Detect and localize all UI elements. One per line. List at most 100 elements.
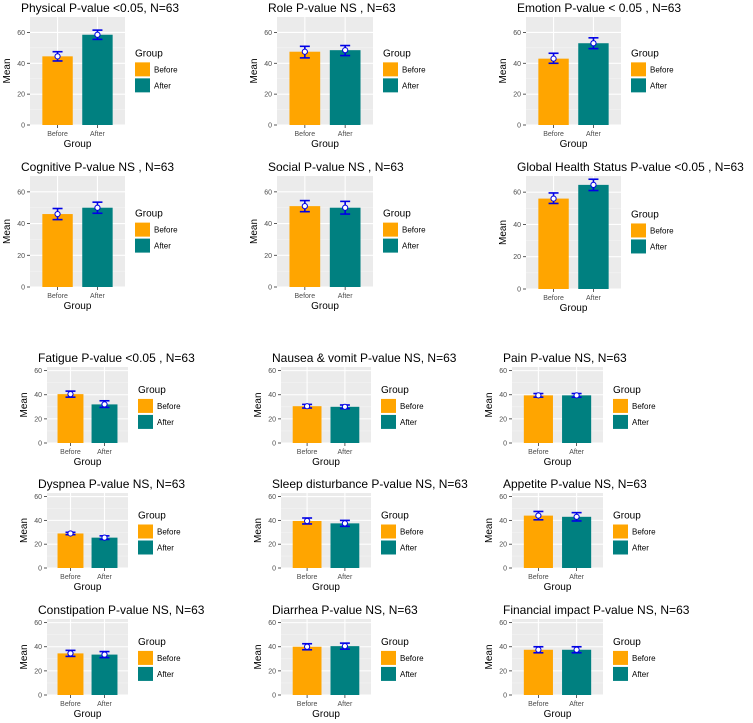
y-tick-label: 60	[264, 30, 272, 37]
mean-point	[301, 203, 308, 210]
y-axis-title: Mean	[19, 392, 30, 417]
y-tick-label: 40	[513, 61, 521, 68]
legend-label-after: After	[632, 670, 649, 679]
mean-point	[341, 403, 349, 410]
mean-point	[304, 517, 311, 525]
chart-panel-1: 0 20 40 60 Before After Physical P-value <0.05…	[2, 1, 179, 150]
x-tick-label: After	[97, 449, 112, 456]
chart-panel-4: 0 20 40 60 Before After Cognitive P-value NS ,…	[2, 160, 178, 312]
legend-swatch-after	[135, 238, 150, 253]
y-tick-label: 0	[272, 693, 276, 700]
x-tick-label: After	[586, 295, 601, 302]
y-tick-label: 40	[34, 518, 42, 525]
legend-label-after: After	[400, 670, 417, 679]
chart-title: Financial impact P-value NS, N=63	[503, 603, 690, 617]
y-tick-label: 0	[503, 441, 507, 448]
bar-after	[562, 649, 592, 695]
y-tick-label: 60	[34, 494, 42, 501]
legend-label-after: After	[650, 81, 667, 90]
y-axis-title: Mean	[253, 518, 264, 543]
chart-panel-8: 0 20 40 60 Before After Nausea & vomit P-value…	[253, 351, 457, 468]
legend-label-before: Before	[632, 528, 656, 537]
legend-title: Group	[613, 385, 641, 396]
bar-after	[562, 516, 592, 568]
chart-panel-10: 0 20 40 60 Before After Dyspnea P-value NS, N=…	[19, 477, 185, 593]
x-axis-title: Group	[74, 709, 102, 720]
chart-panel-14: 0 20 40 60 Before After Diarrhea P-value NS, N…	[253, 603, 424, 720]
mean-point	[101, 534, 108, 541]
bar-before	[42, 56, 73, 125]
legend-title: Group	[135, 48, 163, 59]
x-axis-title: Group	[64, 139, 92, 150]
x-tick-label: Before	[295, 293, 316, 300]
y-axis-title: Mean	[19, 644, 30, 669]
chart-panel-15: 0 20 40 60 Before After Financial impact P-val…	[484, 603, 690, 720]
y-tick-label: 20	[268, 416, 276, 423]
x-axis-title: Group	[74, 457, 102, 468]
bar-before	[523, 395, 553, 443]
y-tick-label: 20	[17, 92, 25, 99]
y-tick-label: 0	[268, 285, 272, 292]
legend-label-before: Before	[402, 65, 426, 74]
chart-title: Role P-value NS , N=63	[268, 1, 396, 15]
x-axis-title: Group	[311, 139, 339, 150]
chart-panel-6: 0 20 40 60 Before After Global Health Status P…	[498, 160, 744, 314]
x-tick-label: Before	[297, 701, 318, 708]
legend-swatch-after	[631, 78, 646, 93]
y-tick-label: 40	[499, 644, 507, 651]
y-tick-label: 40	[513, 222, 521, 229]
y-tick-label: 20	[513, 92, 521, 99]
bar-after	[578, 184, 609, 289]
y-tick-label: 0	[38, 566, 42, 573]
x-axis-title: Group	[560, 139, 588, 150]
x-tick-label: Before	[60, 574, 81, 581]
x-tick-label: Before	[528, 701, 549, 708]
legend-swatch-before	[631, 223, 646, 238]
y-tick-label: 60	[268, 494, 276, 501]
chart-title: Physical P-value <0.05, N=63	[21, 1, 179, 15]
legend-label-after: After	[400, 544, 417, 553]
legend-swatch-before	[383, 62, 398, 77]
legend-label-before: Before	[632, 654, 656, 663]
y-tick-label: 20	[513, 254, 521, 261]
legend-swatch-after	[613, 414, 628, 429]
legend-title: Group	[138, 511, 166, 522]
y-axis-title: Mean	[2, 219, 13, 244]
y-tick-label: 20	[268, 542, 276, 549]
y-axis-title: Mean	[253, 644, 264, 669]
y-tick-label: 0	[268, 123, 272, 130]
mean-point	[67, 650, 74, 657]
chart-title: Emotion P-value < 0.05 , N=63	[517, 1, 681, 15]
legend-label-after: After	[632, 418, 649, 427]
legend-swatch-after	[138, 666, 153, 681]
y-tick-label: 60	[34, 620, 42, 627]
y-axis-title: Mean	[19, 518, 30, 543]
chart-panel-12: 0 20 40 60 Before After Appetite P-value NS, N…	[484, 477, 656, 593]
y-tick-label: 0	[38, 441, 42, 448]
chart-title: Diarrhea P-value NS, N=63	[272, 603, 418, 617]
bar-after	[330, 646, 360, 695]
chart-panel-5: 0 20 40 60 Before After Social P-value NS , N=…	[249, 160, 426, 312]
mean-point	[342, 204, 349, 211]
x-tick-label: Before	[47, 131, 68, 138]
legend-label-after: After	[402, 81, 419, 90]
legend-swatch-after	[381, 666, 396, 681]
mean-point	[341, 643, 349, 650]
bar-after	[329, 50, 361, 125]
y-tick-label: 40	[17, 61, 25, 68]
chart-title: Constipation P-value NS, N=63	[38, 603, 205, 617]
y-axis-title: Mean	[249, 58, 260, 83]
legend-swatch-after	[381, 540, 396, 555]
chart-panel-9: 0 20 40 60 Before After Pain P-value NS, N=63 G…	[484, 351, 656, 468]
x-tick-label: Before	[60, 701, 81, 708]
bar-before	[289, 51, 321, 125]
x-tick-label: Before	[543, 295, 564, 302]
legend-swatch-before	[631, 62, 646, 77]
x-axis-title: Group	[311, 301, 339, 312]
x-axis-title: Group	[544, 709, 572, 720]
x-tick-label: After	[97, 701, 112, 708]
legend-title: Group	[138, 637, 166, 648]
x-tick-label: After	[569, 701, 584, 708]
y-tick-label: 60	[17, 189, 25, 196]
bar-before	[538, 58, 569, 125]
